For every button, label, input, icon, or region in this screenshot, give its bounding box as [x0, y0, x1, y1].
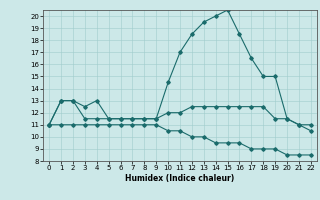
X-axis label: Humidex (Indice chaleur): Humidex (Indice chaleur): [125, 174, 235, 183]
